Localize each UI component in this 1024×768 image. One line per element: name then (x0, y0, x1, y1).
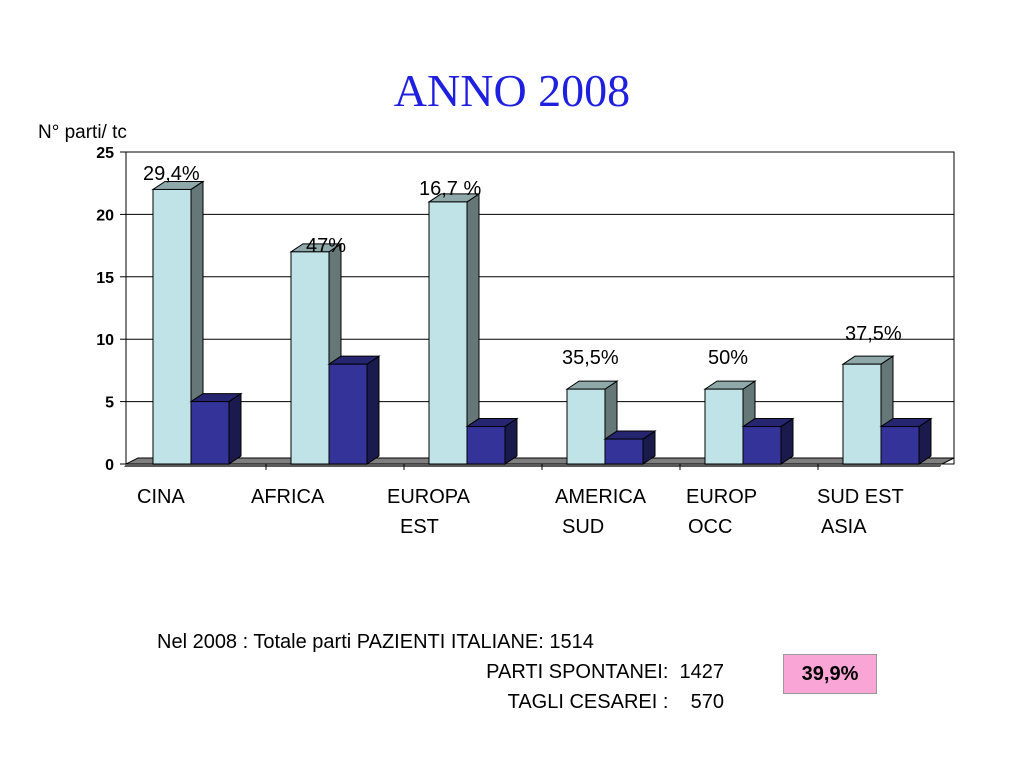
bar (704, 388, 744, 465)
bar-annotation: 47% (306, 235, 346, 257)
summary-spontaneous: PARTI SPONTANEI: 1427 (486, 661, 724, 683)
chart-floor-edge (124, 464, 942, 467)
x-category-label: EUROPA (387, 486, 471, 508)
bar-annotation: 29,4% (143, 163, 200, 185)
y-tick-label: 15 (96, 270, 114, 287)
bar (880, 426, 920, 465)
cesarean-rate-badge: 39,9% (783, 654, 877, 694)
plot-area (125, 151, 955, 465)
bar (842, 363, 882, 465)
bar (742, 426, 782, 465)
bar (466, 426, 506, 465)
x-category-label: EUROP (686, 486, 757, 508)
x-category-label: SUD EST (817, 486, 904, 508)
x-category-label: ASIA (821, 516, 867, 538)
x-category-label: SUD (562, 516, 604, 538)
bar-annotation: 35,5% (562, 347, 619, 369)
bar-annotation: 50% (708, 347, 748, 369)
y-tick-label: 5 (105, 395, 114, 412)
bar (328, 363, 368, 465)
slide-title: ANNO 2008 (393, 65, 631, 116)
bar (428, 201, 468, 465)
y-tick-label: 10 (96, 332, 114, 349)
bar-side (228, 392, 242, 465)
x-category-label: CINA (137, 486, 185, 508)
bar (152, 188, 192, 465)
bar-chart: 0 5 10 15 20 25 N° parti/ tc CINA AFRICA EUROPA ES… (38, 122, 955, 538)
y-tick-label: 25 (96, 145, 114, 162)
bar-annotation: 37,5% (845, 323, 902, 345)
y-tick-label: 0 (105, 457, 114, 474)
x-category-label: EST (400, 516, 439, 538)
x-category-label: AMERICA (555, 486, 647, 508)
bar (604, 438, 644, 465)
x-category-label: AFRICA (251, 486, 325, 508)
summary-total: Nel 2008 : Totale parti PAZIENTI ITALIAN… (157, 631, 594, 653)
bar-annotation: 16,7 % (419, 178, 481, 200)
bar (290, 251, 330, 465)
bar (566, 388, 606, 465)
chart-floor (125, 457, 955, 465)
x-category-label: OCC (688, 516, 732, 538)
bar-side (366, 355, 380, 465)
y-axis-title: N° parti/ tc (38, 122, 127, 143)
summary-cesarean: TAGLI CESAREI : 570 (507, 691, 724, 713)
y-tick-label: 20 (96, 207, 114, 224)
bar (190, 401, 230, 465)
